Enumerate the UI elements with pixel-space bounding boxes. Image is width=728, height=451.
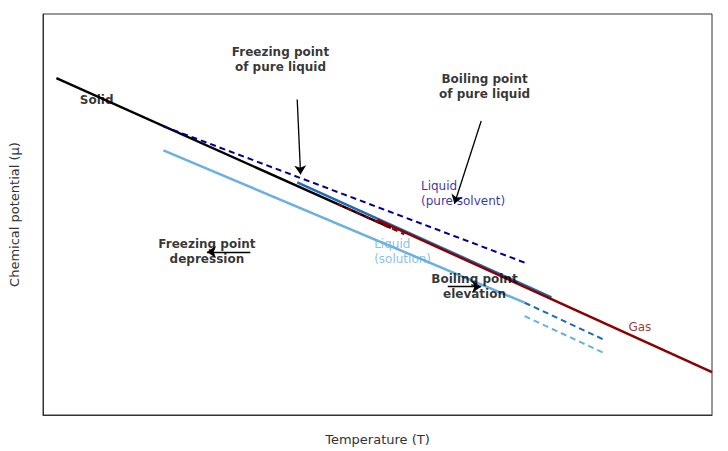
svg-text:(solution): (solution) (374, 252, 431, 266)
svg-text:Liquid: Liquid (421, 179, 457, 193)
svg-text:Solid: Solid (80, 93, 114, 107)
svg-text:Liquid: Liquid (374, 237, 410, 251)
svg-text:of pure liquid: of pure liquid (439, 87, 530, 101)
svg-text:(pure solvent): (pure solvent) (421, 194, 505, 208)
svg-text:Gas: Gas (628, 320, 651, 334)
svg-text:elevation: elevation (443, 287, 506, 301)
svg-text:Boiling point: Boiling point (441, 72, 528, 86)
svg-text:Chemical potential (μ): Chemical potential (μ) (7, 142, 22, 287)
svg-text:Freezing point: Freezing point (232, 45, 330, 59)
svg-text:depression: depression (170, 252, 245, 266)
svg-text:Temperature (T): Temperature (T) (324, 432, 430, 447)
svg-text:Boiling point: Boiling point (431, 272, 518, 286)
svg-text:of pure liquid: of pure liquid (235, 60, 326, 74)
svg-text:Freezing point: Freezing point (158, 237, 256, 251)
